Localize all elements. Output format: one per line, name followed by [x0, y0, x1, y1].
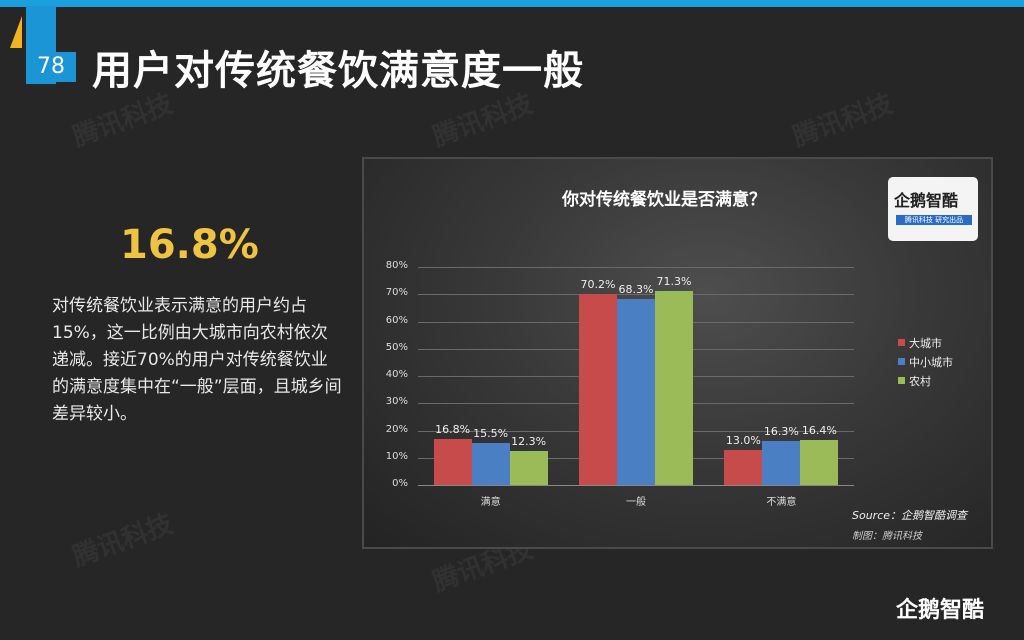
bar-value-label: 68.3% [618, 282, 654, 296]
y-tick-label: 30% [385, 396, 408, 408]
watermark: 腾讯科技 [68, 508, 177, 573]
bar [471, 442, 510, 485]
highlight-description: 对传统餐饮业表示满意的用户约占15%，这一比例由大城市向农村依次递减。接近70%… [52, 296, 342, 424]
x-category-label: 一般 [626, 497, 646, 508]
y-tick-label: 70% [385, 287, 408, 299]
legend-swatch-icon [898, 358, 905, 365]
x-category-label: 不满意 [766, 497, 797, 508]
credit-note: 制图：腾讯科技 [852, 531, 922, 542]
y-tick-label: 60% [385, 314, 408, 326]
bar [724, 449, 763, 485]
chart-legend: 大城市 中小城市 农村 [898, 333, 953, 390]
y-tick-label: 20% [385, 423, 408, 435]
bar [655, 290, 693, 485]
legend-swatch-icon [898, 377, 905, 384]
legend-item: 中小城市 [898, 352, 953, 371]
legend-label: 中小城市 [909, 355, 953, 369]
legend-label: 农村 [909, 374, 931, 388]
logo-subtitle: 腾讯科技 研究出品 [896, 215, 972, 225]
legend-label: 大城市 [909, 336, 942, 350]
page-number: 78 [26, 52, 76, 82]
y-tick-label: 0% [392, 478, 408, 489]
y-tick-label: 50% [385, 341, 408, 353]
bar-chart-plot: 0% 10% 20% 30% 40% 50% 60% 70% 80% 16.8% 15.5% 12.3… [386, 260, 854, 508]
bar-value-label: 16.8% [435, 423, 471, 437]
watermark: 腾讯科技 [788, 88, 897, 153]
y-tick-label: 10% [385, 450, 408, 462]
yellow-flag-decoration [10, 16, 22, 48]
bar-value-label: 13.0% [725, 433, 761, 447]
bar-value-label: 71.3% [656, 274, 692, 288]
bar [800, 440, 839, 485]
gridline [418, 294, 854, 296]
bar [762, 440, 801, 485]
page-title: 用户对传统餐饮满意度一般 [92, 48, 584, 94]
bar-value-label: 16.4% [801, 424, 837, 438]
chart-panel: 你对传统餐饮业是否满意？ 企鹅智酷 腾讯科技 研究出品 0% 10% 20% 30% 4… [362, 157, 993, 549]
legend-swatch-icon [898, 339, 905, 346]
logo-text: 企鹅智酷 [894, 191, 959, 210]
legend-item: 农村 [898, 371, 953, 390]
source-note: Source：企鹅智酷调查 [852, 509, 968, 522]
brand-logo-badge: 企鹅智酷 腾讯科技 研究出品 [888, 177, 978, 241]
gridline [418, 485, 854, 486]
top-accent-bar [0, 0, 1024, 7]
bar [617, 298, 655, 485]
footer-brand-logo: 企鹅智酷 [896, 598, 985, 623]
highlight-stat: 16.8% [120, 222, 259, 268]
bar [433, 439, 472, 485]
bar-value-label: 12.3% [511, 435, 547, 449]
bar-value-label: 16.3% [763, 424, 799, 438]
bar [579, 293, 617, 485]
y-tick-label: 80% [385, 260, 408, 271]
x-category-label: 满意 [480, 497, 501, 508]
bar-value-label: 15.5% [473, 426, 509, 440]
gridline [418, 267, 854, 268]
chart-title: 你对传统餐饮业是否满意？ [562, 190, 766, 210]
legend-item: 大城市 [898, 333, 953, 352]
y-tick-label: 40% [385, 369, 408, 380]
bar [509, 451, 548, 485]
bar-value-label: 70.2% [580, 277, 616, 291]
